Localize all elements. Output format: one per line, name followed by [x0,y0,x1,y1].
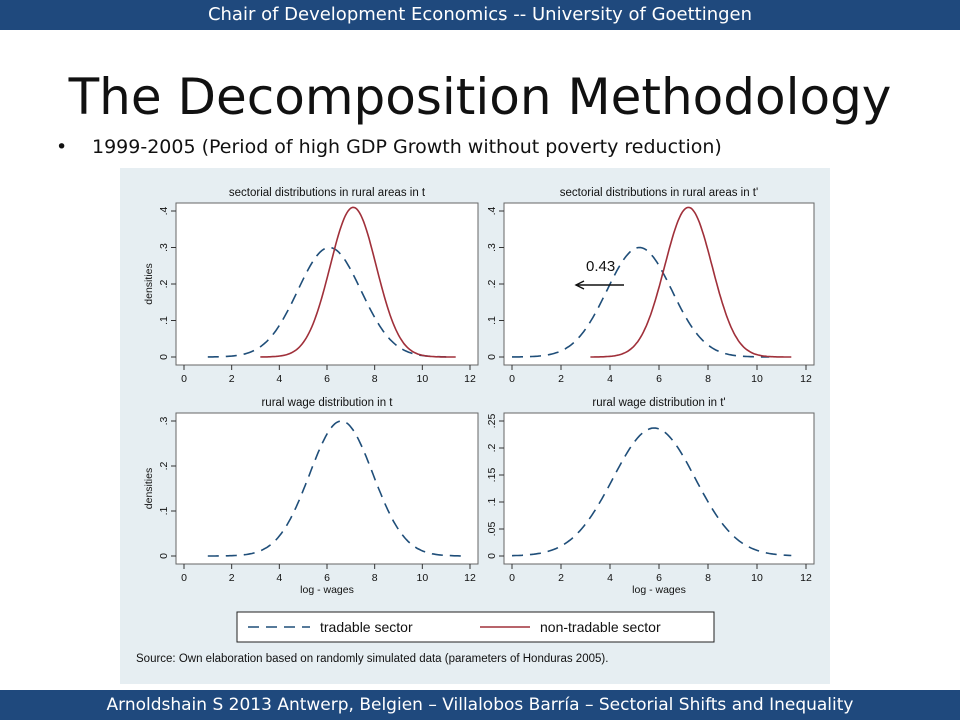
series-line-non-tradable [260,206,456,358]
x-tick-label: 10 [416,373,428,385]
bullet-dot: • [56,136,68,158]
panel-title-3: rural wage distribution in t [261,397,393,409]
chart-figure: sectorial distributions in rural areas i… [136,187,815,665]
y-tick-label: .2 [486,279,498,288]
series-line-tradable [512,246,770,358]
x-tick-label: 0 [509,373,515,385]
series-line-tradable [207,246,447,358]
x-tick-label: 6 [656,373,662,385]
panel-title-4: rural wage distribution in t' [592,397,725,409]
plot-area-2 [503,202,815,366]
x-tick-label: 4 [276,373,282,385]
x-tick-label: 0 [181,572,187,584]
series-line-tradable [207,420,466,557]
y-tick-label: .2 [158,279,170,288]
y-tick-label: 0 [486,553,498,559]
x-tick-label: 10 [416,572,428,584]
x-tick-label: 8 [705,373,711,385]
x-tick-label: 8 [372,373,378,385]
y-tick-label: .1 [486,316,498,325]
y-tick-label: .1 [158,316,170,325]
y-tick-label: .05 [486,522,498,537]
x-tick-label: 4 [276,572,282,584]
x-tick-label: 2 [558,572,564,584]
x-tick-label: 8 [372,572,378,584]
y-tick-label: 0 [158,354,170,360]
x-tick-label: 10 [751,373,763,385]
y-tick-label: .2 [158,461,170,470]
plot-area-1 [175,202,479,366]
slide-title: The Decomposition Methodology [68,68,892,126]
x-tick-label: 6 [324,373,330,385]
x-tick-label: 12 [800,572,812,584]
x-tick-label: 0 [181,373,187,385]
y-tick-label: .4 [486,206,498,215]
x-tick-label: 10 [751,572,763,584]
x-tick-label: 12 [464,572,476,584]
plot-area-3 [175,412,479,565]
bullet-item: • 1999-2005 (Period of high GDP Growth wi… [56,132,936,162]
y-tick-label: .2 [486,443,498,452]
legend-label-tradable: tradable sector [320,619,413,635]
series-line-tradable [511,427,792,557]
x-tick-label: 4 [607,572,613,584]
y-tick-label: .1 [158,506,170,515]
series-line-non-tradable [590,206,792,358]
bullet-text: 1999-2005 (Period of high GDP Growth wit… [92,136,722,158]
y-tick-label: .1 [486,497,498,506]
x-axis-label: log - wages [300,584,354,596]
annotation-arrow-head [574,280,585,290]
y-axis-label: densities [143,263,155,304]
source-note: Source: Own elaboration based on randoml… [136,653,608,665]
x-tick-label: 6 [324,572,330,584]
x-tick-label: 12 [800,373,812,385]
annotation-shift-label: 0.43 [586,258,615,275]
y-tick-label: .3 [486,243,498,252]
y-tick-label: .25 [486,414,498,429]
x-tick-label: 12 [464,373,476,385]
x-tick-label: 0 [509,572,515,584]
panel-title-2: sectorial distributions in rural areas i… [560,187,758,199]
y-tick-label: 0 [486,354,498,360]
y-tick-label: 0 [158,553,170,559]
x-tick-label: 2 [229,373,235,385]
x-tick-label: 4 [607,373,613,385]
x-axis-label: log - wages [632,584,686,596]
x-tick-label: 6 [656,572,662,584]
bottom-banner: Arnoldshain S 2013 Antwerp, Belgien – Vi… [0,690,960,720]
x-tick-label: 2 [558,373,564,385]
y-tick-label: .3 [158,416,170,425]
legend-label-non-tradable: non-tradable sector [540,619,661,635]
legend-box [236,611,715,643]
top-banner: Chair of Development Economics -- Univer… [0,0,960,30]
y-tick-label: .3 [158,243,170,252]
y-axis-label: densities [143,468,155,509]
x-tick-label: 2 [229,572,235,584]
x-tick-label: 8 [705,572,711,584]
plot-area-4 [503,412,815,565]
figure-panel: sectorial distributions in rural areas i… [120,168,830,684]
y-tick-label: .4 [158,206,170,215]
panel-title-1: sectorial distributions in rural areas i… [229,187,426,199]
y-tick-label: .15 [486,468,498,483]
